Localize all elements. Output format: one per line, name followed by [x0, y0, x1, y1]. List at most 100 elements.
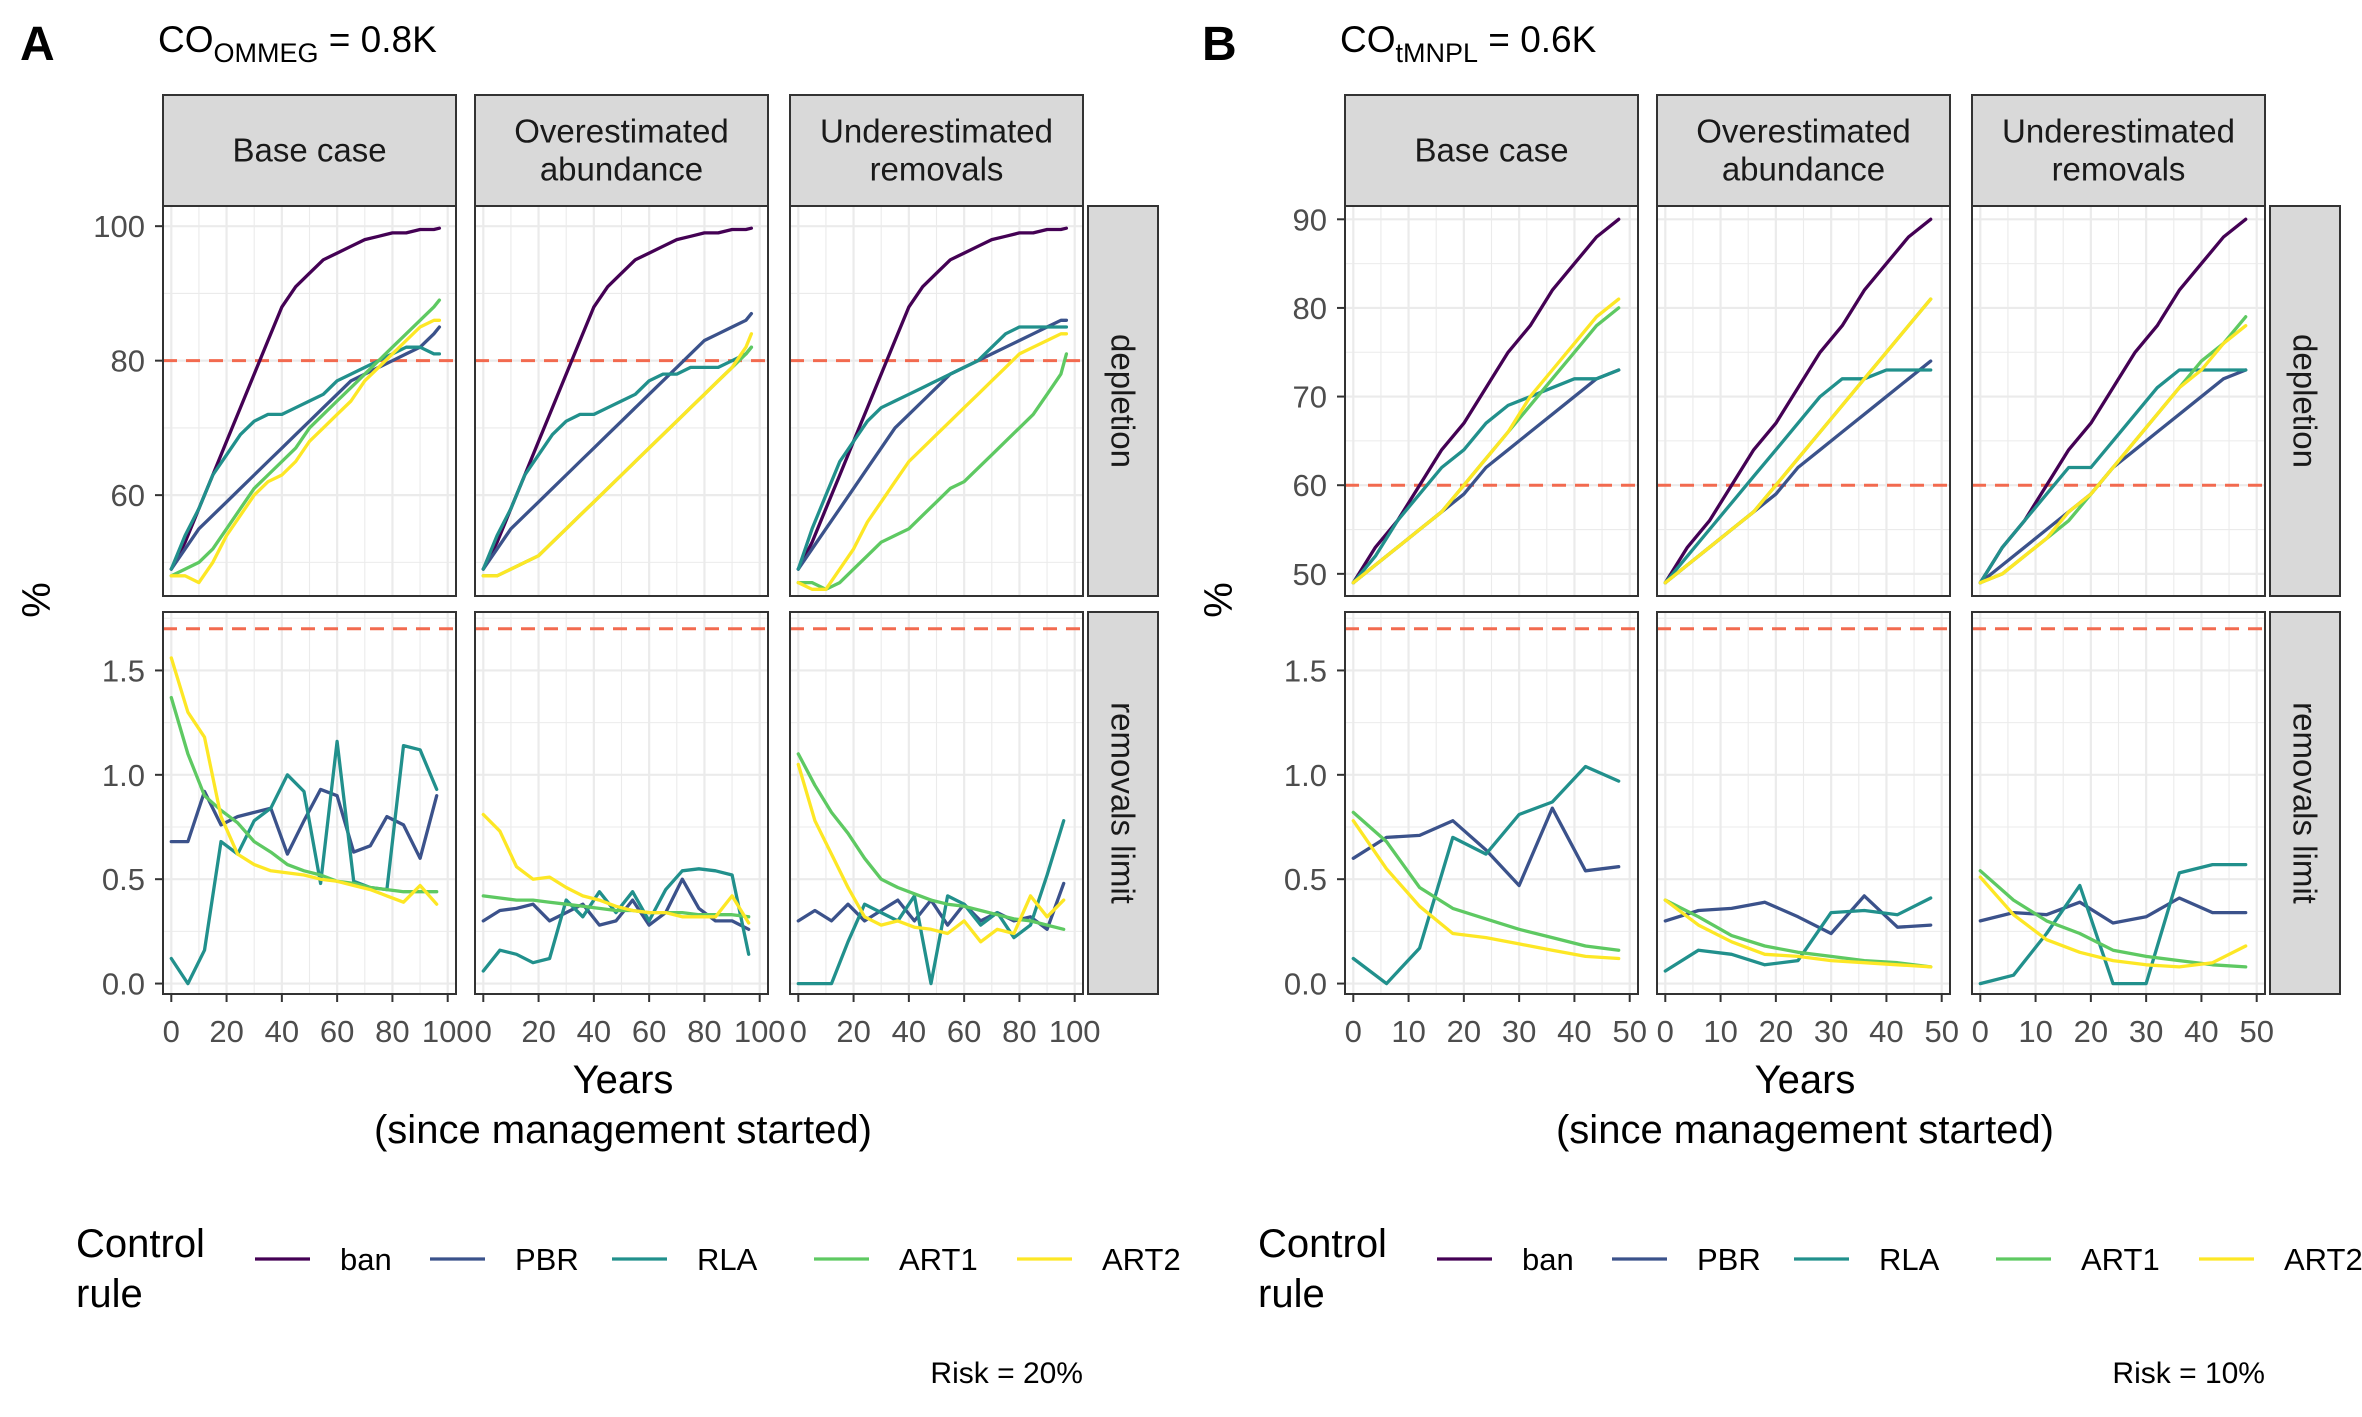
x-axis-title: Years: [573, 1058, 674, 1102]
series-line-art1: [481, 894, 751, 919]
series-line-art1: [1663, 898, 1933, 969]
column-strip-label: Underestimated: [820, 113, 1053, 150]
y-tick-label: 100: [93, 209, 145, 244]
panel-title: COOMMEG = 0.8K: [158, 19, 437, 68]
y-tick-label: 1.0: [1284, 758, 1327, 793]
legend-label-ban: ban: [340, 1242, 392, 1277]
series-line-art2: [796, 762, 1066, 944]
series-line-art2: [1351, 819, 1621, 961]
row-strip-label: removals limit: [2287, 702, 2324, 904]
y-tick-label: 1.0: [102, 758, 145, 793]
legend-label-rla: RLA: [1879, 1242, 1940, 1277]
x-tick-label: 20: [1447, 1014, 1481, 1049]
facet-depletion: [1971, 205, 2266, 597]
panel-border: [1656, 205, 1951, 597]
column-strip-label: Overestimated: [514, 113, 729, 150]
row-strip-label: removals limit: [1105, 702, 1142, 904]
column-strip-label: Base case: [1414, 132, 1568, 169]
y-tick-label: 0.0: [102, 967, 145, 1002]
panel-border: [162, 611, 457, 995]
x-tick-label: 30: [1502, 1014, 1536, 1049]
series-line-ban: [169, 226, 442, 571]
series-line-pbr: [169, 325, 442, 571]
y-tick-label: 80: [111, 344, 145, 379]
series-line-ban: [481, 226, 754, 571]
series-line-pbr: [1663, 894, 1933, 936]
series-line-rla: [169, 739, 439, 986]
x-tick-label: 20: [521, 1014, 555, 1049]
panel-border: [1344, 611, 1639, 995]
x-tick-label: 100: [422, 1014, 474, 1049]
y-tick-label: 90: [1293, 202, 1327, 237]
facet-removals-limit: 0 20 40 60 80 100: [474, 611, 786, 1049]
facet-removals-limit: 0 10 20 30 40 50: [1971, 611, 2274, 1049]
row-strip-label: depletion: [1105, 334, 1142, 468]
panel-border: [1971, 205, 2266, 597]
legend-title: Control: [76, 1222, 205, 1266]
series-line-rla: [481, 345, 754, 571]
panel-border: [789, 611, 1084, 995]
x-tick-label: 50: [1612, 1014, 1646, 1049]
series-line-art2: [1978, 875, 2248, 969]
x-tick-label: 60: [320, 1014, 354, 1049]
facet-depletion: [474, 205, 769, 597]
legend-label-art1: ART1: [899, 1242, 978, 1277]
legend-title: Control: [1258, 1222, 1387, 1266]
x-tick-label: 80: [1002, 1014, 1036, 1049]
x-tick-label: 50: [2239, 1014, 2273, 1049]
chart-group-b: B COtMNPL = 0.6K Base case Overestimatedabu…: [1197, 18, 2362, 1390]
series-line-art2: [1978, 324, 2248, 585]
x-tick-label: 80: [687, 1014, 721, 1049]
series-line-rla: [481, 867, 751, 973]
series-line-art2: [169, 656, 439, 906]
column-strip-bg: [789, 94, 1084, 207]
x-axis-title: Years: [1755, 1058, 1856, 1102]
x-tick-label: 60: [947, 1014, 981, 1049]
x-tick-label: 20: [2074, 1014, 2108, 1049]
panel-border: [789, 205, 1084, 597]
x-tick-label: 40: [892, 1014, 926, 1049]
x-tick-label: 0: [1972, 1014, 1989, 1049]
series-line-ban: [1663, 217, 1933, 585]
panel-label: A: [20, 18, 55, 71]
x-tick-label: 10: [1703, 1014, 1737, 1049]
column-strip-bg: [162, 94, 457, 207]
series-line-rla: [1663, 368, 1933, 585]
row-strip-bg: [2269, 611, 2341, 995]
legend-label-rla: RLA: [697, 1242, 758, 1277]
x-tick-label: 20: [209, 1014, 243, 1049]
series-line-rla: [169, 345, 442, 571]
risk-label: Risk = 20%: [930, 1357, 1083, 1390]
row-strip-bg: [1087, 611, 1159, 995]
row-strip-bg: [1087, 205, 1159, 597]
legend: Control rule ban PBR RLA ART1 ART2: [1258, 1222, 2362, 1316]
panel-title-value: = 0.6K: [1478, 19, 1597, 60]
panel-border: [1656, 611, 1951, 995]
legend: Control rule ban PBR RLA ART1 ART2: [76, 1222, 1181, 1316]
legend-title: rule: [1258, 1272, 1325, 1316]
x-tick-label: 100: [734, 1014, 786, 1049]
y-axis-title: %: [1197, 582, 1241, 618]
facet-depletion: [162, 205, 457, 597]
panel-border: [1344, 205, 1639, 597]
x-tick-label: 20: [836, 1014, 870, 1049]
series-line-ban: [796, 226, 1069, 571]
y-tick-label: 50: [1293, 557, 1327, 592]
series-line-art2: [169, 318, 442, 585]
y-tick-label: 0.0: [1284, 967, 1327, 1002]
panel-title-main: CO: [158, 19, 214, 60]
column-strip-label: removals: [870, 151, 1004, 188]
panel-title: COtMNPL = 0.6K: [1340, 19, 1597, 68]
panel-border: [474, 205, 769, 597]
y-axis-title: %: [15, 582, 59, 618]
x-tick-label: 0: [475, 1014, 492, 1049]
series-line-rla: [796, 325, 1069, 571]
series-line-art1: [169, 695, 439, 894]
legend-label-art2: ART2: [1102, 1242, 1181, 1277]
facet-removals-limit: 0 10 20 30 40 50: [1656, 611, 1959, 1049]
series-line-art1: [796, 352, 1069, 591]
legend-label-ban: ban: [1522, 1242, 1574, 1277]
series-line-pbr: [481, 877, 751, 931]
facet-depletion: [789, 205, 1084, 597]
column-strip-bg: [1656, 94, 1951, 207]
